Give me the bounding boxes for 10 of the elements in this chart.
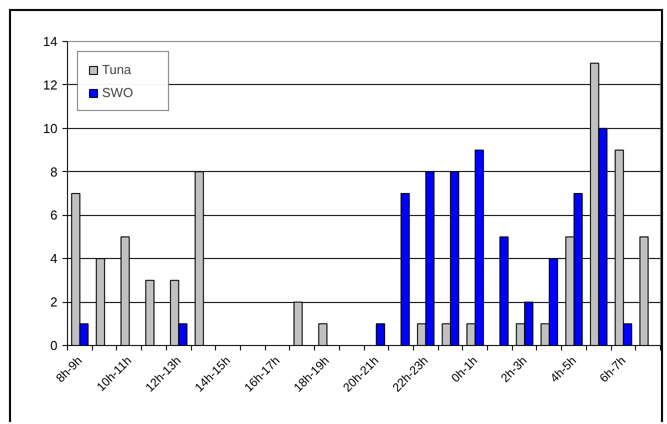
- y-tick-label: 14: [43, 34, 58, 49]
- legend-label: SWO: [102, 85, 134, 100]
- legend-label: Tuna: [102, 62, 132, 77]
- y-tick-label: 12: [43, 77, 58, 92]
- y-tick-label: 6: [50, 208, 58, 223]
- y-tick-label: 10: [43, 120, 58, 136]
- y-tick-label: 2: [50, 294, 58, 310]
- y-tick-label: 8: [50, 164, 58, 180]
- y-tick-label: 4: [50, 251, 58, 266]
- y-tick-label: 0: [50, 338, 58, 353]
